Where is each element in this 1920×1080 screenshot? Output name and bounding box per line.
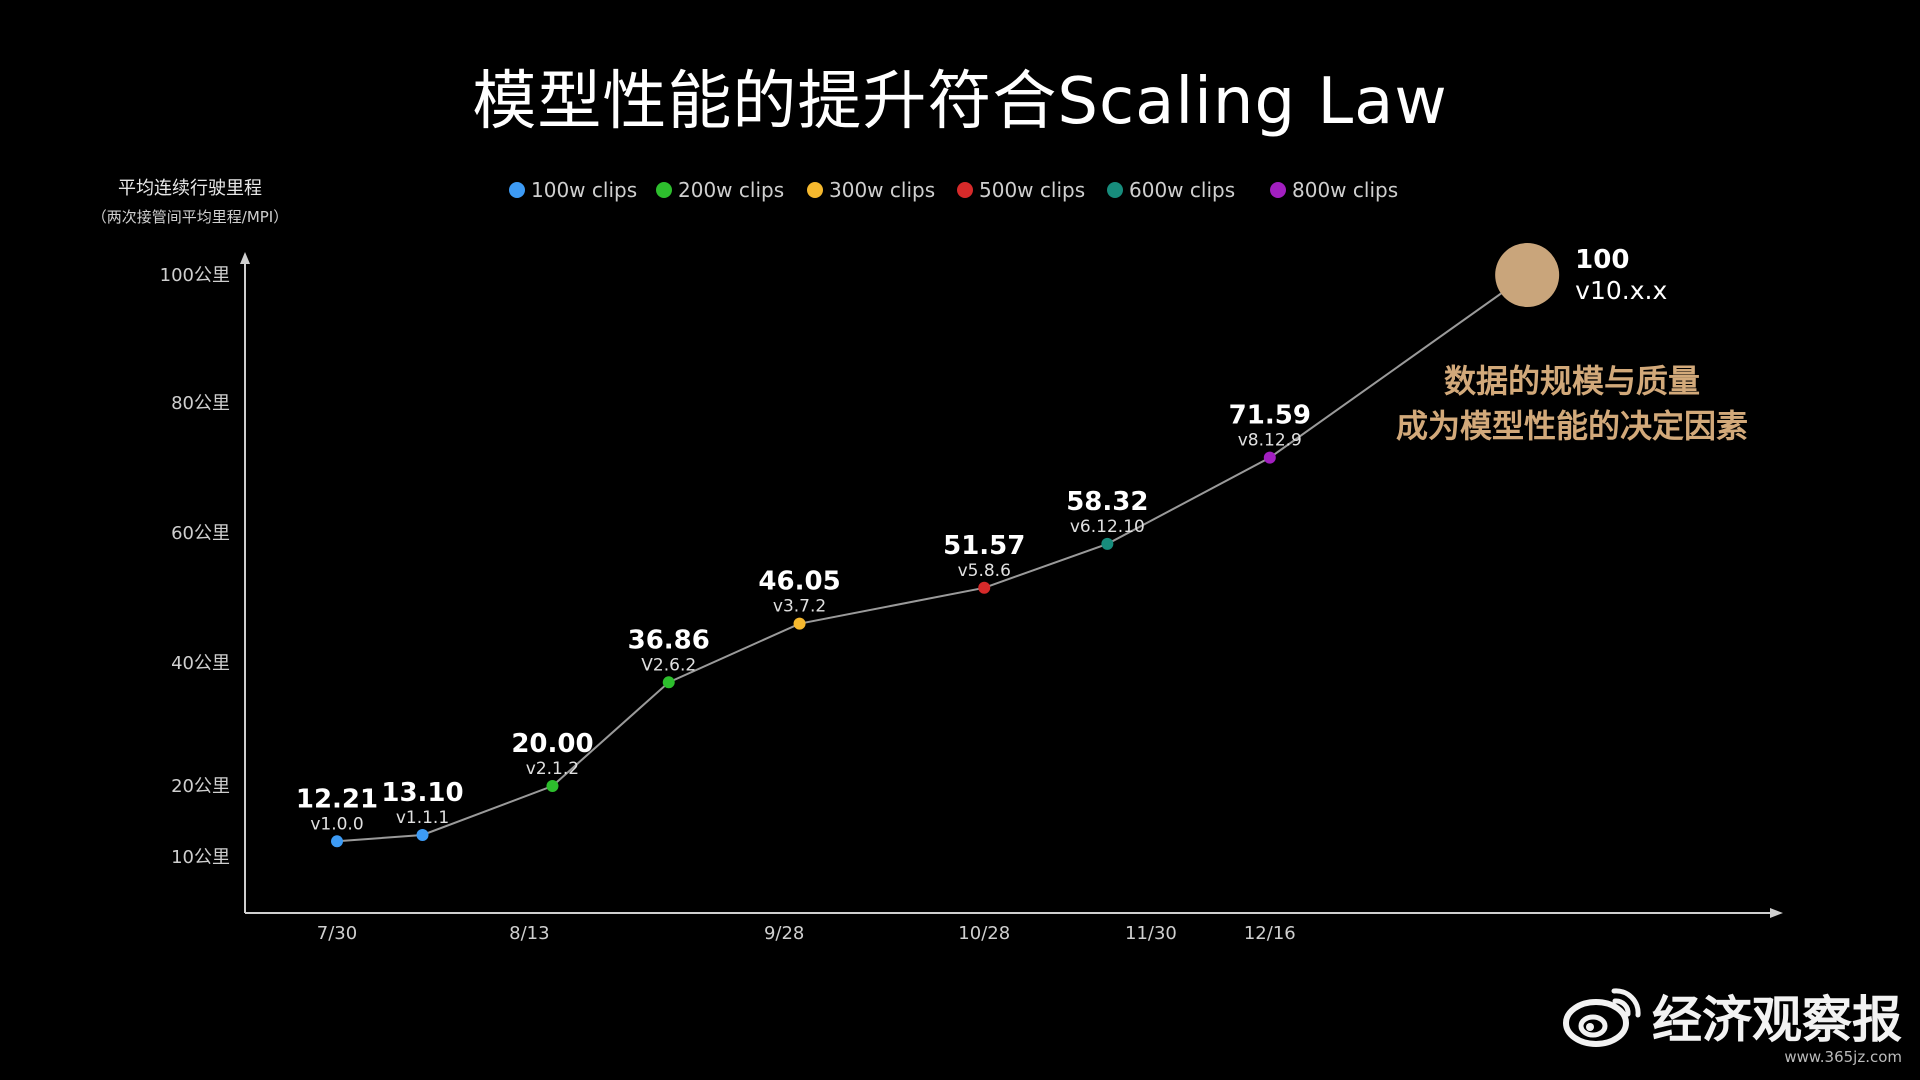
legend-label: 800w clips bbox=[1292, 178, 1398, 202]
data-label-version: v6.12.10 bbox=[1070, 517, 1145, 537]
data-label-value: 46.05 bbox=[758, 567, 840, 597]
y-tick-label: 10公里 bbox=[171, 847, 230, 868]
chart-title: 模型性能的提升符合Scaling Law bbox=[472, 65, 1448, 139]
y-axis-label: 平均连续行驶里程 bbox=[118, 178, 262, 199]
data-point bbox=[978, 581, 991, 594]
y-tick-label: 80公里 bbox=[171, 393, 230, 414]
data-point bbox=[1263, 451, 1276, 464]
legend-label: 100w clips bbox=[531, 178, 637, 202]
data-label-version: v2.1.2 bbox=[526, 759, 579, 779]
x-tick-label: 9/28 bbox=[764, 923, 804, 944]
legend-marker bbox=[656, 182, 672, 198]
data-point bbox=[416, 828, 429, 841]
y-tick-label: 40公里 bbox=[171, 653, 230, 674]
data-label-value: 13.10 bbox=[381, 778, 463, 808]
data-label-value: 20.00 bbox=[511, 729, 593, 759]
watermark-brand: 经济观察报 bbox=[1652, 991, 1902, 1049]
annotation-line-2: 成为模型性能的决定因素 bbox=[1396, 407, 1748, 445]
data-label-version: v1.0.0 bbox=[310, 814, 363, 834]
legend-label: 500w clips bbox=[979, 178, 1085, 202]
data-point bbox=[331, 835, 343, 848]
data-label-value: 51.57 bbox=[943, 531, 1025, 561]
data-label-value: 100 bbox=[1575, 245, 1629, 275]
target-point bbox=[1495, 243, 1560, 307]
data-point bbox=[793, 617, 806, 630]
watermark: 经济观察报 www.365jz.com bbox=[1562, 980, 1902, 1066]
data-label-value: 58.32 bbox=[1066, 487, 1148, 517]
data-label-version: V2.6.2 bbox=[641, 655, 696, 675]
y-axis-sublabel: （两次接管间平均里程/MPI） bbox=[92, 208, 288, 226]
legend-label: 600w clips bbox=[1129, 178, 1235, 202]
y-axis-arrow bbox=[240, 252, 250, 264]
legend-label: 300w clips bbox=[829, 178, 935, 202]
x-tick-label: 7/30 bbox=[317, 923, 357, 944]
y-tick-label: 100公里 bbox=[160, 265, 230, 286]
x-axis-arrow bbox=[1770, 908, 1783, 918]
legend-marker bbox=[1107, 182, 1123, 198]
x-tick-label: 10/28 bbox=[958, 923, 1010, 944]
annotation-line-1: 数据的规模与质量 bbox=[1444, 362, 1700, 400]
data-label-version: v3.7.2 bbox=[773, 597, 826, 617]
x-tick-label: 8/13 bbox=[509, 923, 549, 944]
data-label-version: v10.x.x bbox=[1575, 276, 1667, 305]
legend-marker bbox=[1270, 182, 1286, 198]
legend-marker bbox=[807, 182, 823, 198]
legend-marker bbox=[957, 182, 973, 198]
data-label-version: v5.8.6 bbox=[958, 561, 1011, 581]
legend-label: 200w clips bbox=[678, 178, 784, 202]
data-label-version: v1.1.1 bbox=[396, 808, 449, 828]
watermark-url: www.365jz.com bbox=[1784, 1048, 1902, 1066]
legend-marker bbox=[509, 182, 525, 198]
data-label-value: 12.21 bbox=[296, 784, 378, 814]
data-label-value: 36.86 bbox=[628, 625, 710, 655]
y-tick-label: 20公里 bbox=[171, 776, 230, 797]
data-point bbox=[662, 676, 675, 689]
x-tick-label: 11/30 bbox=[1125, 923, 1177, 944]
weibo-icon bbox=[1563, 988, 1641, 1047]
data-point bbox=[1101, 537, 1114, 550]
data-point bbox=[546, 780, 559, 792]
x-tick-label: 12/16 bbox=[1244, 923, 1296, 944]
data-label-version: v8.12.9 bbox=[1238, 431, 1302, 451]
y-tick-label: 60公里 bbox=[171, 523, 230, 544]
data-label-value: 71.59 bbox=[1229, 401, 1311, 431]
